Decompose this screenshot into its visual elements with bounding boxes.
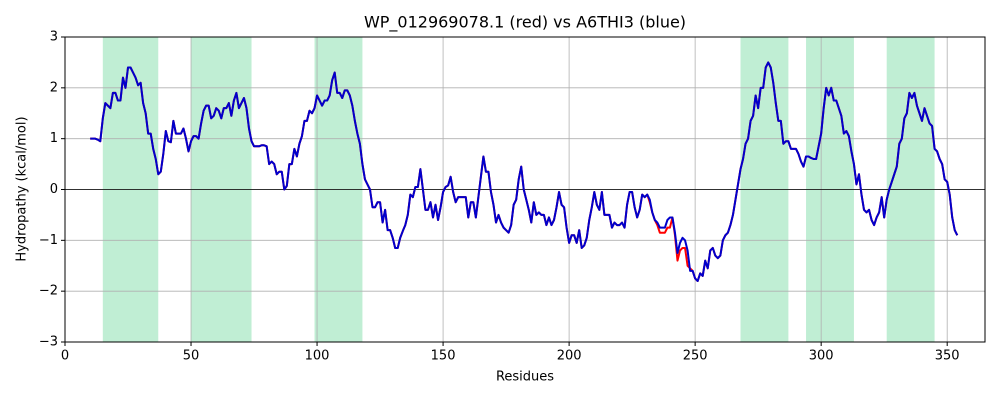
y-tick-label: −3 (39, 335, 58, 350)
y-tick-label: −1 (39, 233, 58, 248)
x-tick-label: 350 (935, 349, 960, 364)
x-tick-label: 300 (809, 349, 834, 364)
x-axis-label: Residues (496, 370, 554, 385)
y-tick-label: 1 (50, 131, 58, 146)
y-tick-label: 2 (50, 80, 58, 95)
plot-area (64, 36, 986, 343)
y-axis-label: Hydropathy (kcal/mol) (15, 116, 30, 261)
x-tick-label: 200 (557, 349, 582, 364)
x-tick-label: 0 (61, 349, 69, 364)
y-tick-label: 0 (50, 182, 58, 197)
x-tick-label: 50 (183, 349, 200, 364)
y-tick-label: 3 (50, 30, 58, 45)
series-line (90, 61, 959, 282)
y-tick-label: −2 (39, 284, 58, 299)
chart-title: WP_012969078.1 (red) vs A6THI3 (blue) (364, 13, 686, 33)
x-tick-label: 250 (683, 349, 708, 364)
x-tick-label: 150 (431, 349, 456, 364)
x-tick-label: 100 (305, 349, 330, 364)
